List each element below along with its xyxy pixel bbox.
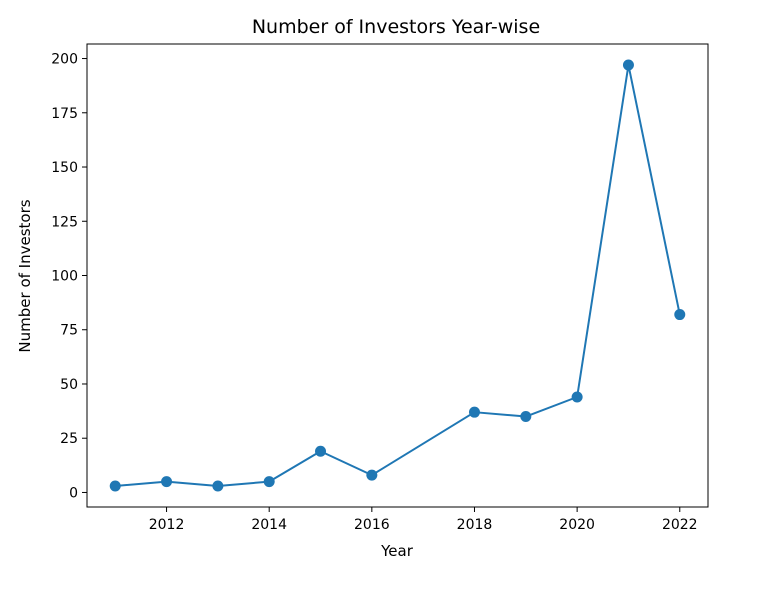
data-point-2021 — [622, 59, 634, 71]
x-tick-label: 2014 — [251, 517, 287, 533]
y-tick-label: 175 — [51, 106, 78, 122]
y-tick-label: 25 — [60, 431, 78, 447]
x-tick-label: 2022 — [662, 517, 698, 533]
x-axis-ticks: 2012 2014 2016 2018 2020 2022 — [149, 507, 698, 533]
series-line — [115, 64, 681, 487]
data-point-2015 — [315, 445, 327, 457]
x-tick-label: 2018 — [457, 517, 493, 533]
data-point-2011 — [109, 480, 121, 492]
x-axis-label: Year — [380, 542, 414, 560]
data-point-2012 — [161, 476, 173, 488]
plot-area-frame — [86, 43, 709, 508]
data-point-2019 — [520, 411, 532, 423]
y-tick-label: 50 — [60, 377, 78, 393]
data-point-2020 — [571, 391, 583, 403]
x-tick-label: 2016 — [354, 517, 390, 533]
x-tick-label: 2020 — [559, 517, 595, 533]
data-point-2018 — [468, 406, 480, 418]
data-point-2014 — [263, 476, 275, 488]
data-point-2016 — [366, 469, 378, 481]
y-tick-label: 0 — [69, 485, 78, 501]
y-axis-ticks: 0 25 50 75 100 125 150 175 200 — [51, 52, 87, 501]
chart-title: Number of Investors Year-wise — [252, 16, 540, 38]
y-tick-label: 150 — [51, 160, 78, 176]
data-point-2013 — [212, 480, 224, 492]
data-point-2022 — [674, 309, 686, 321]
series-layer — [109, 59, 686, 492]
y-tick-label: 75 — [60, 323, 78, 339]
x-tick-label: 2012 — [149, 517, 185, 533]
y-axis-label: Number of Investors — [16, 199, 34, 352]
y-tick-label: 100 — [51, 269, 78, 285]
y-tick-label: 125 — [51, 214, 78, 230]
y-tick-label: 200 — [51, 52, 78, 68]
